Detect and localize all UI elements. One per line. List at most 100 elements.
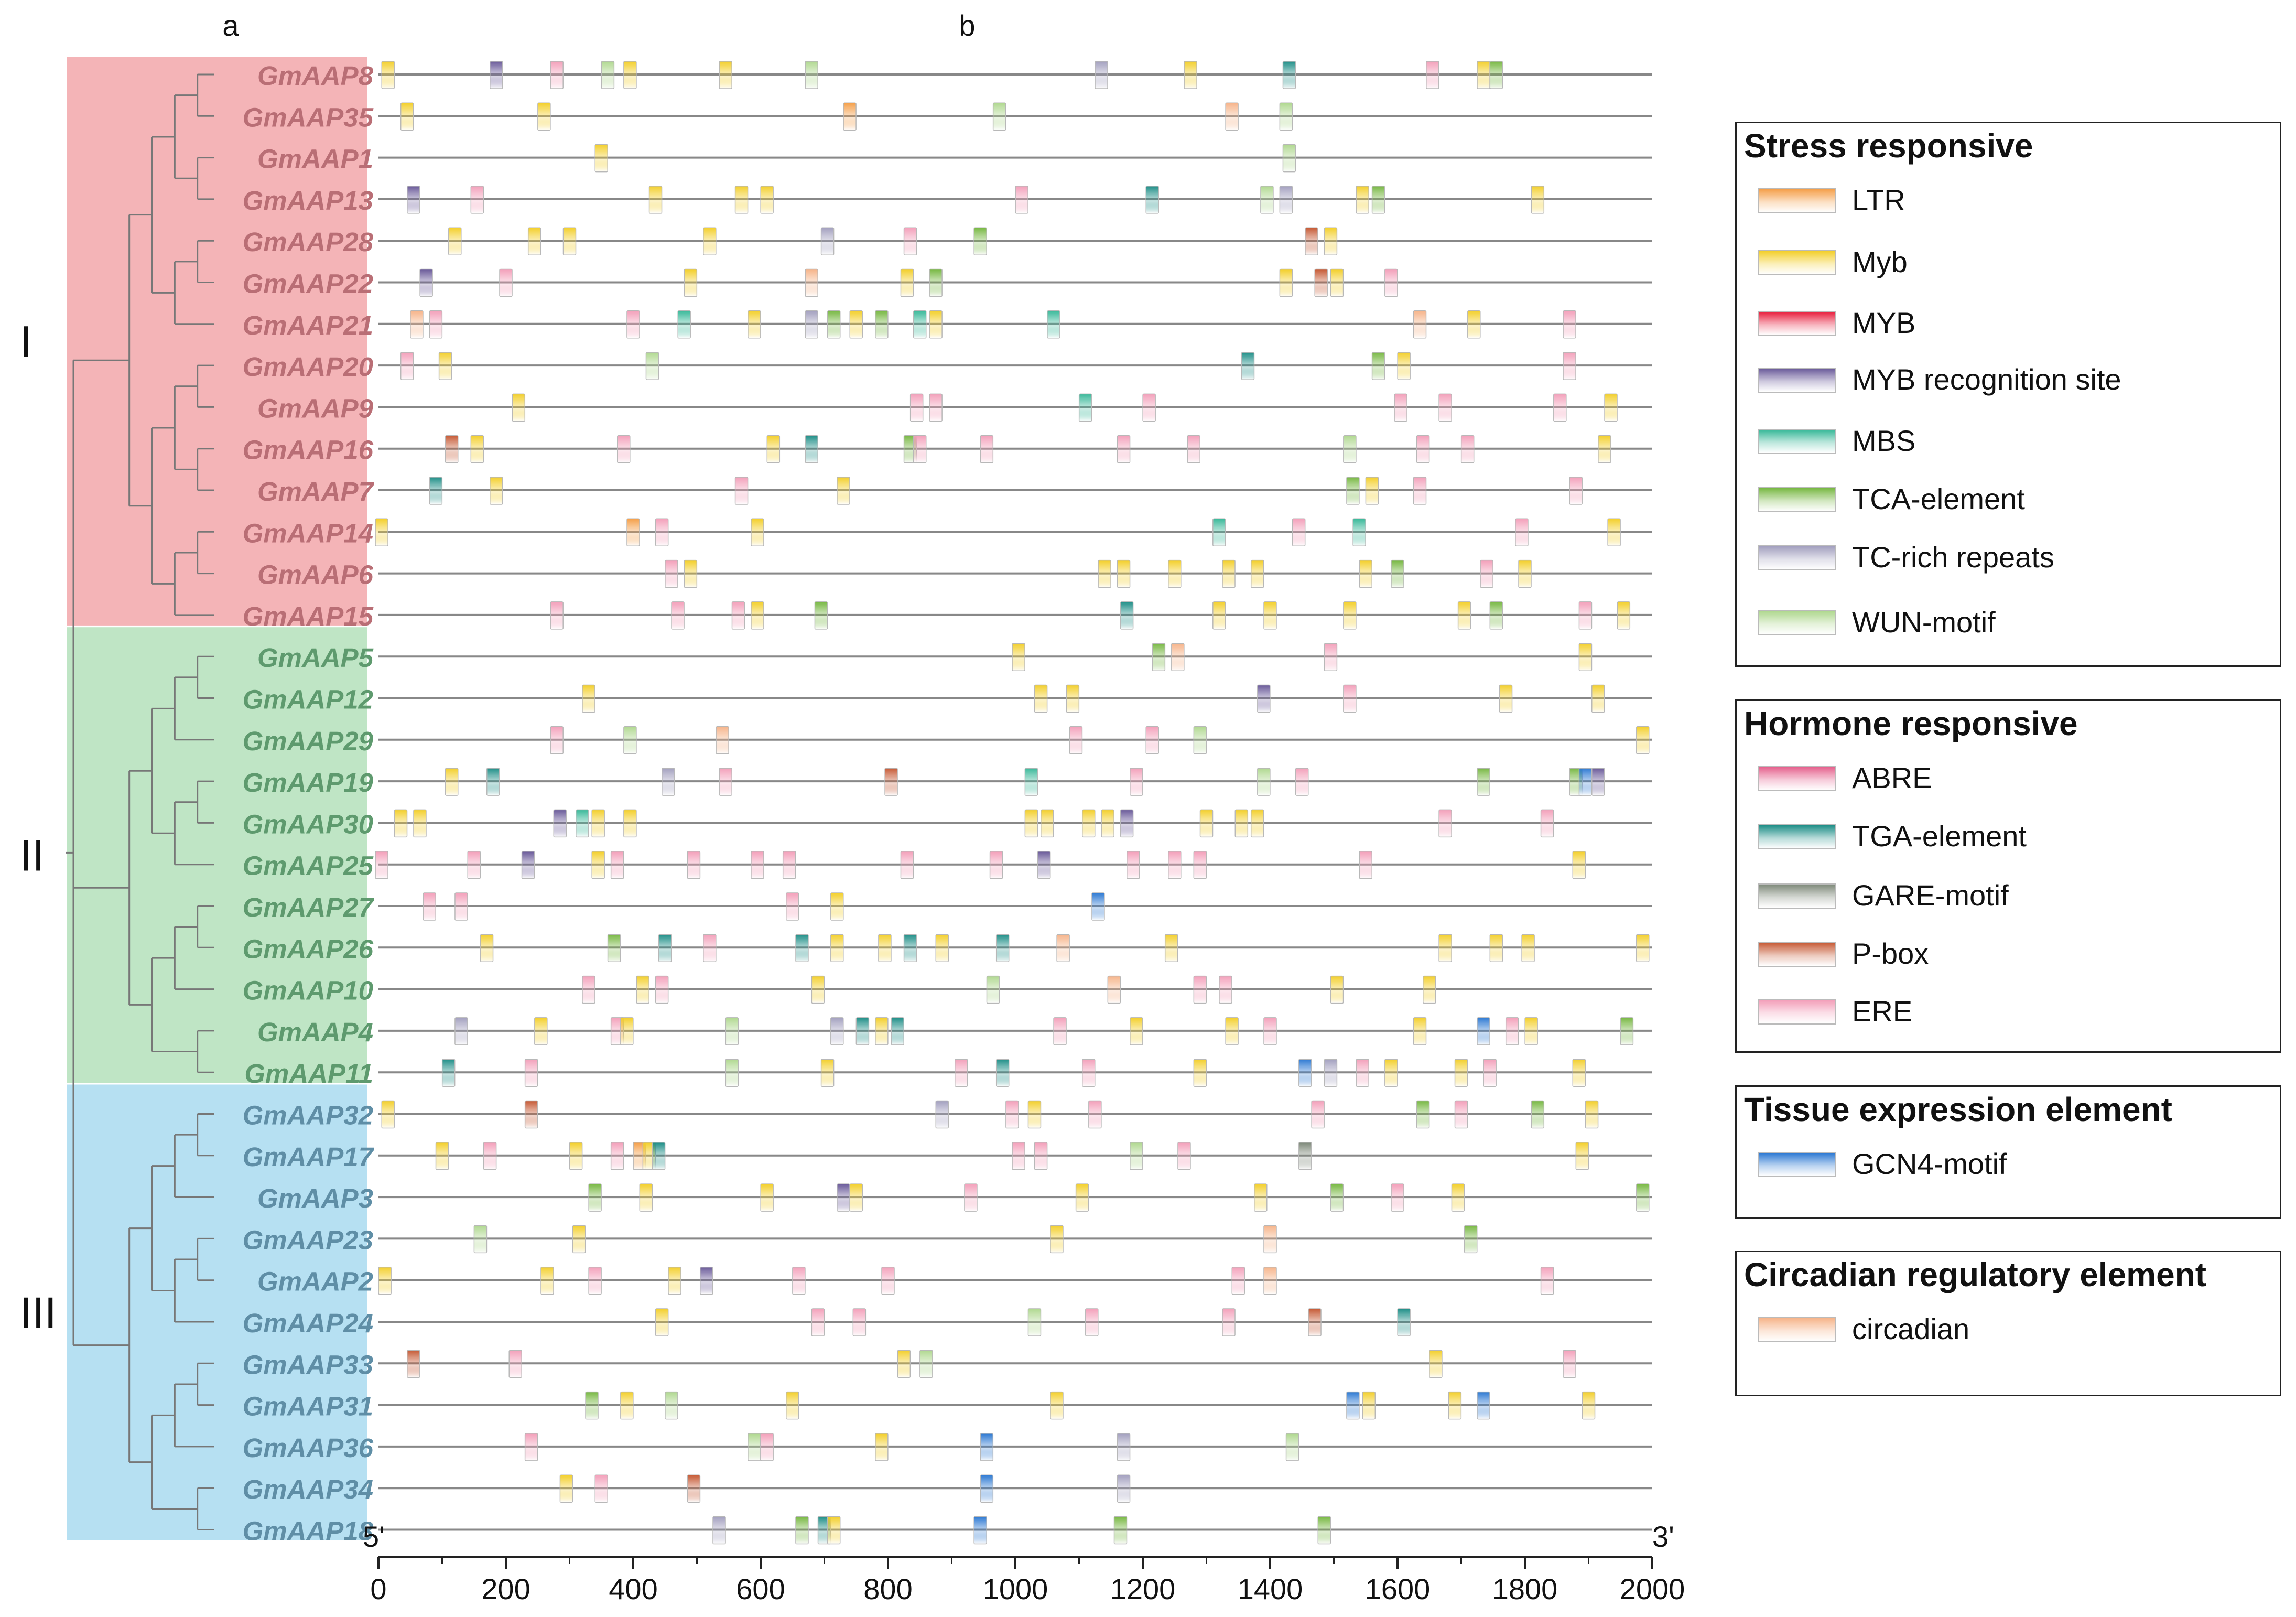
element-ere [610, 850, 624, 879]
element-myb [1250, 559, 1264, 588]
element-ere [980, 435, 994, 463]
element-myb [435, 1142, 449, 1170]
legend-swatch [1758, 1152, 1836, 1177]
x-axis: 0 200 400 600 800 1000 1200 1400 1600 1800 2000 5' 3… [363, 1520, 1685, 1605]
element-tca-element [1391, 559, 1404, 588]
element-tga-element [441, 1059, 456, 1087]
element-ere [1085, 1308, 1099, 1336]
element-myb [1024, 809, 1038, 838]
element-tca-element [1346, 477, 1360, 505]
element-myb [512, 393, 526, 422]
element-myb [1362, 1391, 1376, 1420]
gene-name: GmAAP5 [257, 643, 374, 673]
element-ere [1012, 1142, 1025, 1170]
element-tca-element [1317, 1516, 1331, 1545]
gene-row: GmAAP27 [243, 892, 1652, 922]
element-wun-motif [919, 1350, 933, 1378]
legend-tissue-expression-element: Tissue expression element GCN4-motif [1735, 1085, 2281, 1219]
element-ere [1177, 1142, 1191, 1170]
element-myb [1212, 601, 1226, 630]
element-myb [1575, 1142, 1589, 1170]
panel-label-a: a [222, 9, 239, 42]
element-mbs [1352, 518, 1366, 547]
element-tca-element [607, 934, 621, 963]
x-tick-label: 200 [481, 1572, 530, 1605]
element-ere [429, 310, 443, 339]
element-myb [1066, 684, 1080, 713]
element-ere [792, 1266, 806, 1295]
element-myb [1582, 1391, 1596, 1420]
clade-band-iii [67, 1084, 367, 1540]
element-tca-element [795, 1516, 809, 1545]
element-ere [1053, 1017, 1067, 1045]
element-ere [1142, 393, 1156, 422]
element-circadian [410, 310, 424, 339]
element-ere [1515, 518, 1529, 547]
gene-name: GmAAP30 [243, 809, 373, 839]
gene-name: GmAAP24 [243, 1308, 373, 1338]
element-ere [1193, 850, 1207, 879]
element-myb [1489, 934, 1503, 963]
element-myb [572, 1225, 586, 1254]
element-gcn4-motif [1477, 1017, 1490, 1045]
element-ere [454, 892, 468, 921]
gene-name: GmAAP33 [243, 1350, 373, 1379]
element-tca-element [1477, 768, 1490, 796]
element-myb-recognition-site [490, 61, 503, 89]
element-ere [594, 1474, 608, 1503]
element-myb [1617, 601, 1631, 630]
legend-label: P-box [1852, 937, 1929, 970]
element-myb [1477, 61, 1490, 89]
element-myb [480, 934, 494, 963]
element-myb [594, 144, 608, 173]
element-myb [1578, 643, 1593, 671]
gene-row: GmAAP20 [243, 352, 1652, 382]
element-myb [1607, 518, 1621, 547]
legend-swatch [1758, 883, 1836, 909]
gene-name: GmAAP15 [243, 601, 374, 631]
element-circadian [716, 726, 729, 754]
element-myb [875, 1433, 889, 1461]
element-ere [1460, 435, 1475, 463]
element-ere [1005, 1100, 1019, 1129]
element-mbs [1047, 310, 1060, 339]
element-tga-element [903, 934, 917, 963]
element-myb [1356, 186, 1369, 214]
element-myb [703, 227, 717, 255]
gene-row: GmAAP15 [243, 601, 1652, 631]
element-myb [820, 1059, 835, 1087]
x-tick-label: 400 [609, 1572, 657, 1605]
element-ere [375, 850, 388, 879]
element-wun-motif [1193, 726, 1207, 754]
element-ere [524, 1433, 538, 1461]
element-ere [1222, 1308, 1236, 1336]
element-myb [1193, 1059, 1207, 1087]
element-ere [423, 892, 436, 921]
element-myb-recognition-site [699, 1266, 713, 1295]
element-tca-element [585, 1391, 599, 1420]
element-myb [1591, 684, 1605, 713]
element-myb [1423, 975, 1436, 1004]
legend-title: Tissue expression element [1744, 1091, 2172, 1128]
element-myb [1225, 1017, 1239, 1045]
element-wun-motif [992, 102, 1006, 131]
element-ere [1034, 1142, 1048, 1170]
element-ere [1359, 850, 1372, 879]
element-myb [751, 518, 764, 547]
element-ere [1145, 726, 1159, 754]
gene-name: GmAAP25 [243, 851, 374, 881]
element-myb-recognition-site [553, 809, 567, 838]
element-circadian [1413, 310, 1427, 339]
gene-name: GmAAP26 [243, 934, 374, 964]
gene-name: GmAAP11 [244, 1059, 373, 1088]
element-myb [1467, 310, 1481, 339]
element-myb [1164, 934, 1178, 963]
element-myb [1438, 934, 1452, 963]
element-ere [1426, 61, 1439, 89]
element-myb [830, 892, 844, 921]
gene-row: GmAAP1 [257, 144, 1652, 174]
element-myb [1263, 601, 1277, 630]
element-ere [1563, 310, 1576, 339]
element-tca-element [929, 268, 943, 297]
element-tca-element [1113, 1516, 1128, 1545]
